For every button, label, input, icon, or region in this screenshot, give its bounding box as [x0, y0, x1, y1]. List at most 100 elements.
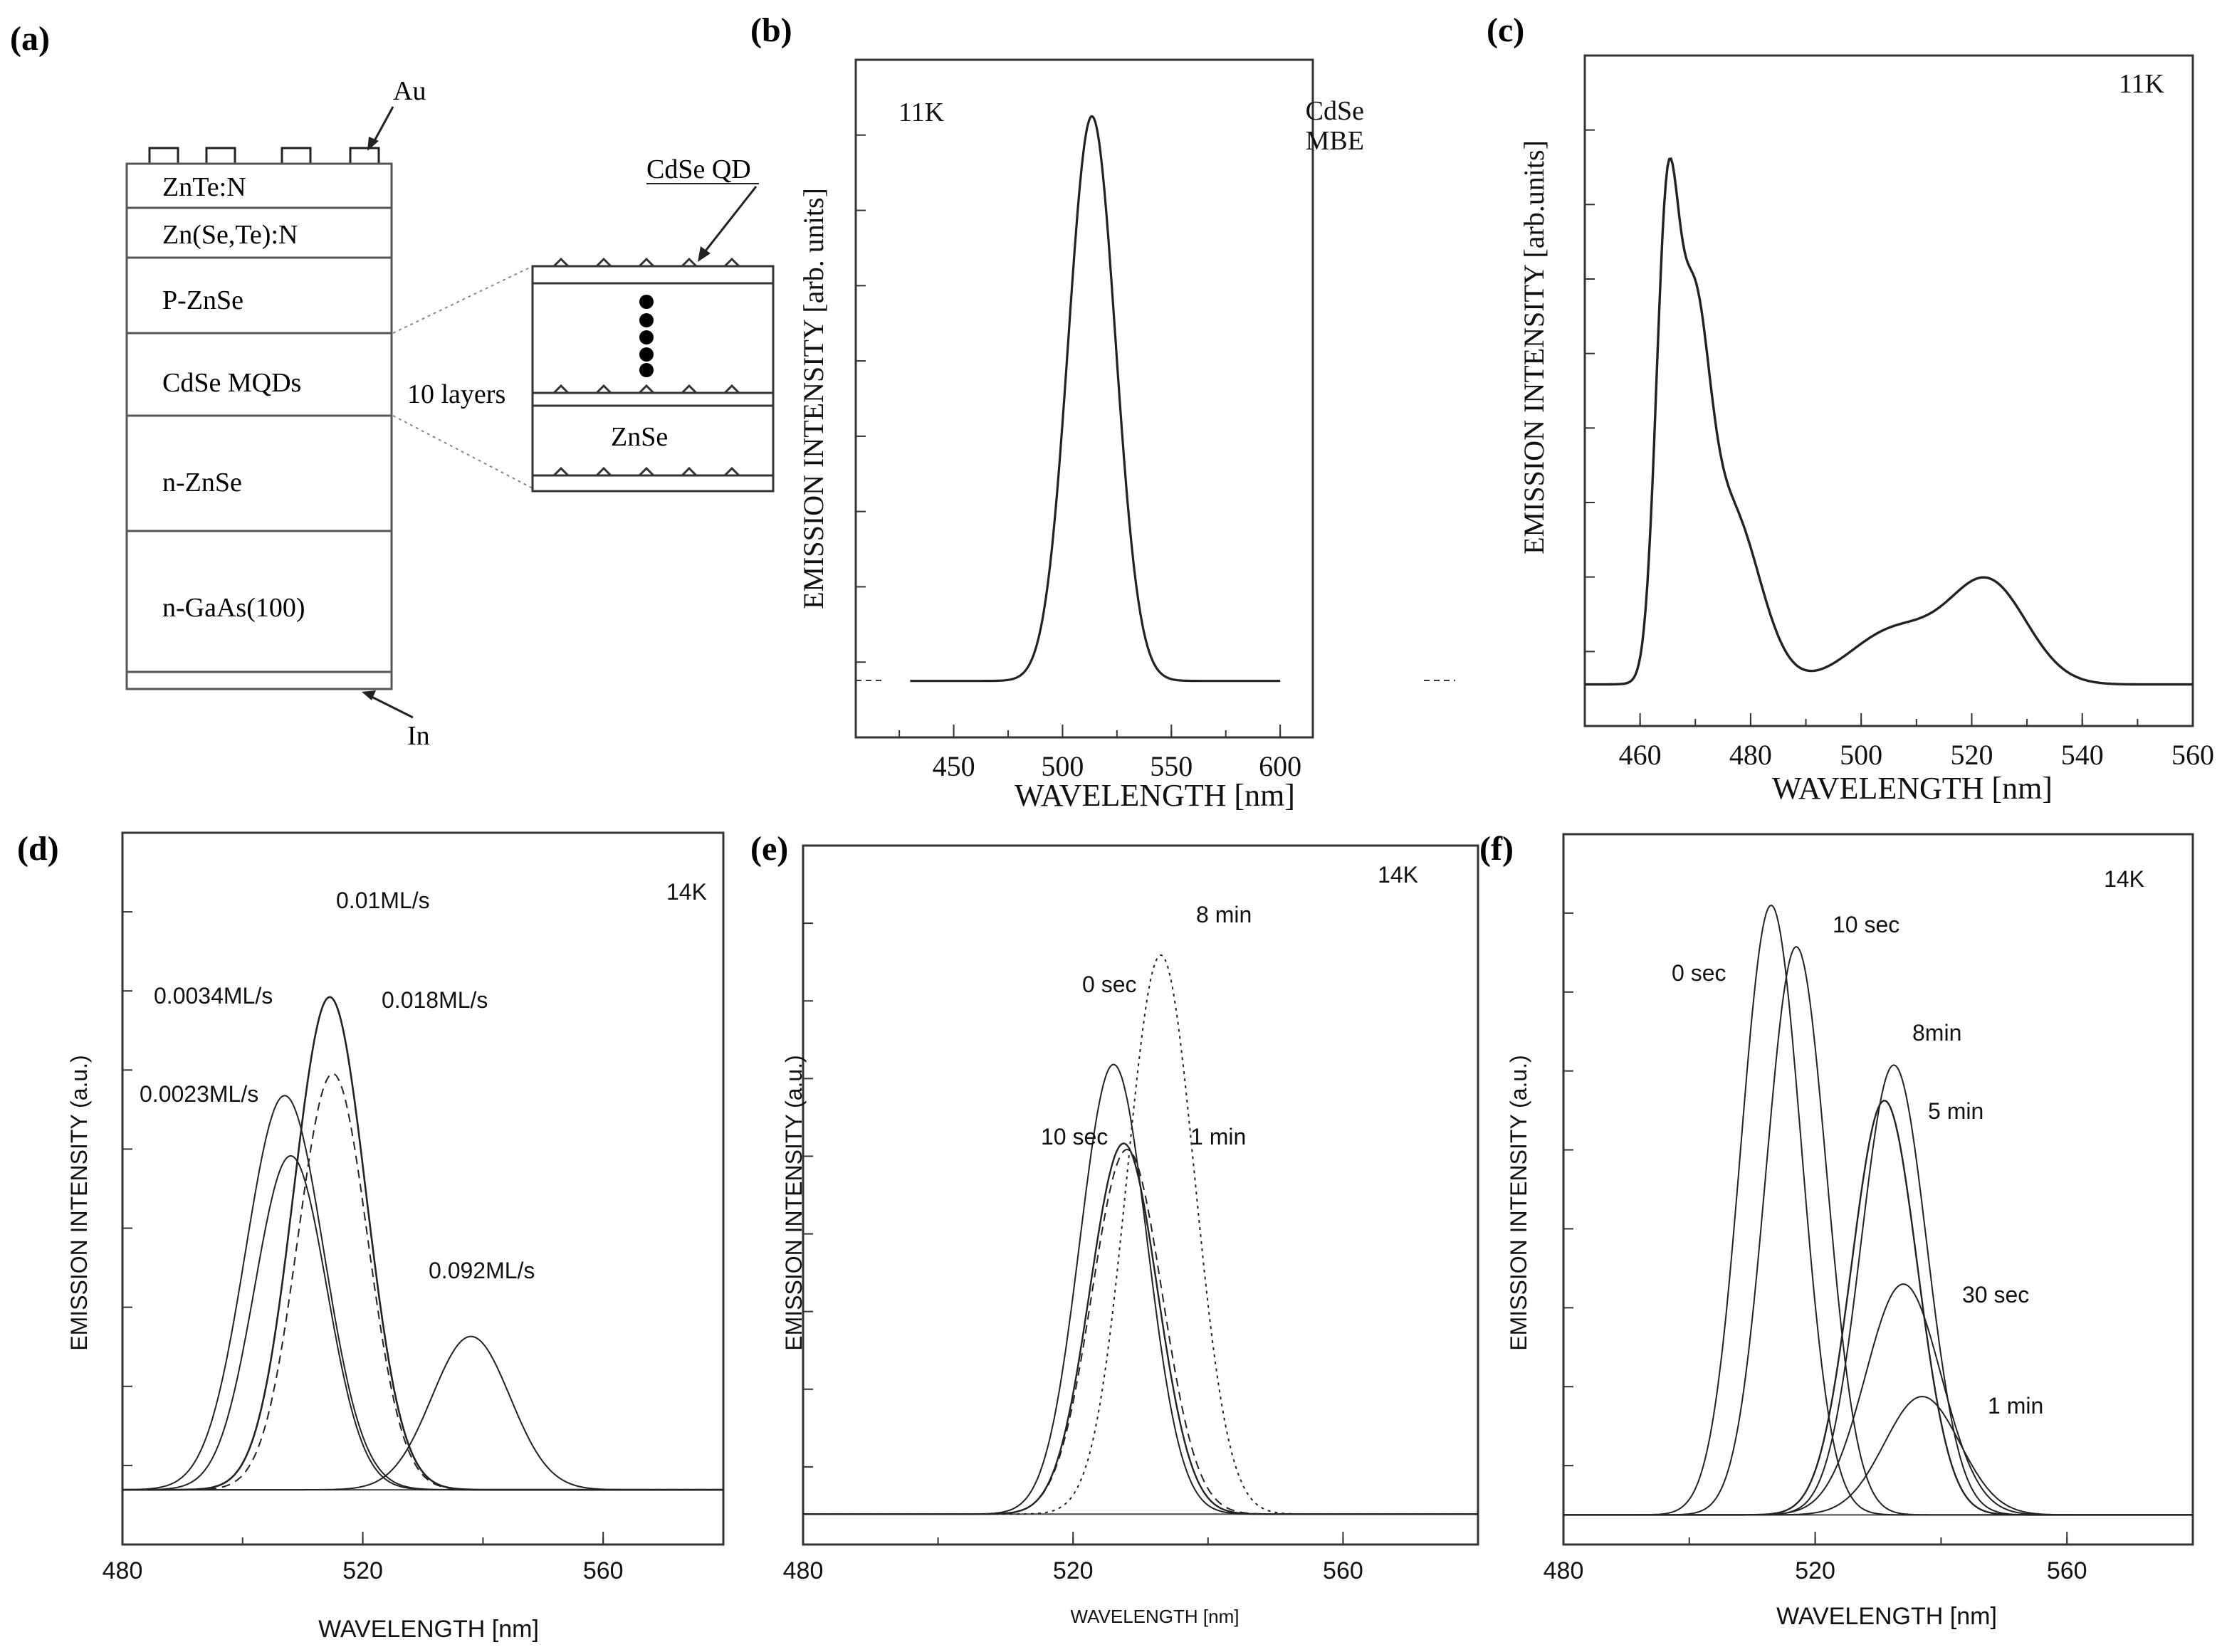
- annotation: 14K: [1378, 862, 1418, 888]
- in-arrow-head: [362, 690, 376, 700]
- annotation: 14K: [2104, 866, 2144, 892]
- panel-a-diagram: (a) Au ZnTe:N Zn(Se,Te):N P-ZnSe CdSe MQ…: [10, 20, 775, 751]
- series-line-1: [1585, 157, 2193, 686]
- series-label: 0.01ML/s: [336, 888, 430, 913]
- x-tick-label: 500: [1840, 739, 1882, 771]
- au-pad-3: [281, 147, 312, 165]
- plot-frame-f: [1562, 833, 2194, 1546]
- series-line-1: [910, 115, 1281, 683]
- series-label: 0.018ML/s: [382, 987, 488, 1013]
- qd-triangle: [723, 384, 740, 394]
- series-line-3: [803, 1142, 1478, 1515]
- panel-f-chart: (f) 480 520 560 WAVELENGTH [nm] EMISSION INT…: [1479, 830, 2194, 1630]
- plot-frame-b: [854, 58, 1314, 739]
- qd-triangle: [681, 384, 698, 394]
- au-contact-pads: [148, 147, 380, 165]
- x-tick-label: 520: [1795, 1557, 1835, 1584]
- series-line-1: [803, 954, 1478, 1515]
- zoom-line-top: [392, 265, 533, 334]
- series-label: 1 min: [1190, 1124, 1246, 1149]
- repeat-dot: [639, 295, 654, 309]
- layer-label-5: n-ZnSe: [162, 468, 242, 498]
- repeat-label: 10 layers: [407, 379, 505, 409]
- panel-label-e: (e): [750, 830, 788, 868]
- x-tick-label: 450: [933, 750, 975, 782]
- qd-triangle: [595, 384, 612, 394]
- y-axis-label: EMISSION INTENSITY (a.u.): [781, 1055, 807, 1350]
- annotation: CdSe: [1306, 96, 1364, 126]
- series-line-2: [1563, 946, 2193, 1516]
- x-tick-label: 480: [103, 1557, 143, 1584]
- layer-label-1: ZnTe:N: [162, 172, 246, 202]
- series-line-4: [803, 1149, 1478, 1515]
- panel-label-c: (c): [1487, 11, 1524, 49]
- repeat-dot: [639, 363, 654, 377]
- qd-triangle: [681, 257, 698, 268]
- series-label: 30 sec: [1962, 1282, 2029, 1308]
- x-tick-label: 520: [1053, 1557, 1094, 1584]
- series-line-4: [122, 1073, 723, 1491]
- layer-label-6: n-GaAs(100): [162, 593, 305, 623]
- au-pad-2: [205, 147, 236, 165]
- qd-triangle: [638, 466, 655, 477]
- inset-structure: [531, 257, 775, 493]
- annotation: 11K: [2119, 69, 2165, 99]
- x-tick-label: 500: [1041, 750, 1084, 782]
- layer-label-4: CdSe MQDs: [162, 368, 301, 398]
- series-line-2: [122, 1095, 723, 1491]
- y-axis-label: EMISSION INTENSITY (a.u.): [66, 1055, 92, 1350]
- zoom-lines: [392, 265, 533, 489]
- x-axis-label: WAVELENGTH [nm]: [1071, 1606, 1240, 1627]
- series-line-1: [1563, 904, 2193, 1516]
- annotation: 11K: [898, 98, 945, 127]
- series-line-2: [803, 1063, 1478, 1515]
- series-label: 1 min: [1988, 1393, 2043, 1419]
- series-line-5: [1563, 1283, 2193, 1516]
- series-line-4: [1563, 1100, 2193, 1516]
- annotation: 14K: [666, 879, 707, 905]
- inset-layer-label: ZnSe: [611, 422, 668, 452]
- x-tick-label: 480: [1729, 739, 1772, 771]
- qd-triangle: [638, 257, 655, 268]
- x-axis-label: WAVELENGTH [nm]: [1772, 771, 2053, 806]
- cdse-qd-arrow: [700, 186, 758, 257]
- stack-outline: [125, 162, 393, 690]
- x-tick-label: 560: [583, 1557, 624, 1584]
- series-label: 0 sec: [1672, 960, 1726, 986]
- panel-d-chart: (d) 480 520 560 WAVELENGTH [nm] EMISSION INT…: [17, 830, 725, 1643]
- series-line-3: [1563, 1064, 2193, 1516]
- x-tick-label: 520: [1950, 739, 1993, 771]
- x-tick-label: 540: [2061, 739, 2104, 771]
- in-arrow: [367, 693, 414, 719]
- qd-triangle: [595, 257, 612, 268]
- x-axis-label: WAVELENGTH [nm]: [1015, 778, 1295, 813]
- x-tick-label: 550: [1150, 750, 1193, 782]
- layer-label-3: P-ZnSe: [162, 285, 243, 315]
- layer-label-2: Zn(Se,Te):N: [162, 220, 298, 250]
- x-tick-label: 480: [783, 1557, 824, 1584]
- series-label: 0.092ML/s: [429, 1258, 535, 1283]
- au-label: Au: [393, 76, 426, 106]
- series-line-6: [1563, 1396, 2193, 1516]
- x-axis-label: WAVELENGTH [nm]: [1776, 1603, 1997, 1630]
- qd-triangle: [595, 466, 612, 477]
- panel-e-chart: (e) 480 520 560 WAVELENGTH [nm] EMISSION INT…: [750, 830, 1479, 1627]
- series-label: 8min: [1912, 1020, 1961, 1046]
- cdse-qd-label: CdSe QD: [646, 154, 751, 184]
- in-label: In: [407, 721, 430, 751]
- plot-frame-e: [802, 844, 1479, 1546]
- x-tick-label: 560: [1323, 1557, 1363, 1584]
- qd-triangle: [723, 257, 740, 268]
- x-tick-label: 600: [1259, 750, 1301, 782]
- panel-label-f: (f): [1479, 830, 1514, 868]
- series-label: 0.0023ML/s: [140, 1081, 258, 1107]
- series-label: 0.0034ML/s: [154, 983, 273, 1009]
- annotation: MBE: [1306, 126, 1364, 156]
- panel-label-b: (b): [750, 11, 792, 49]
- au-pad-4: [349, 147, 380, 165]
- qd-triangle: [638, 384, 655, 394]
- repeat-dots: [639, 295, 654, 377]
- au-pad-1: [148, 147, 179, 165]
- series-label: 8 min: [1196, 902, 1252, 927]
